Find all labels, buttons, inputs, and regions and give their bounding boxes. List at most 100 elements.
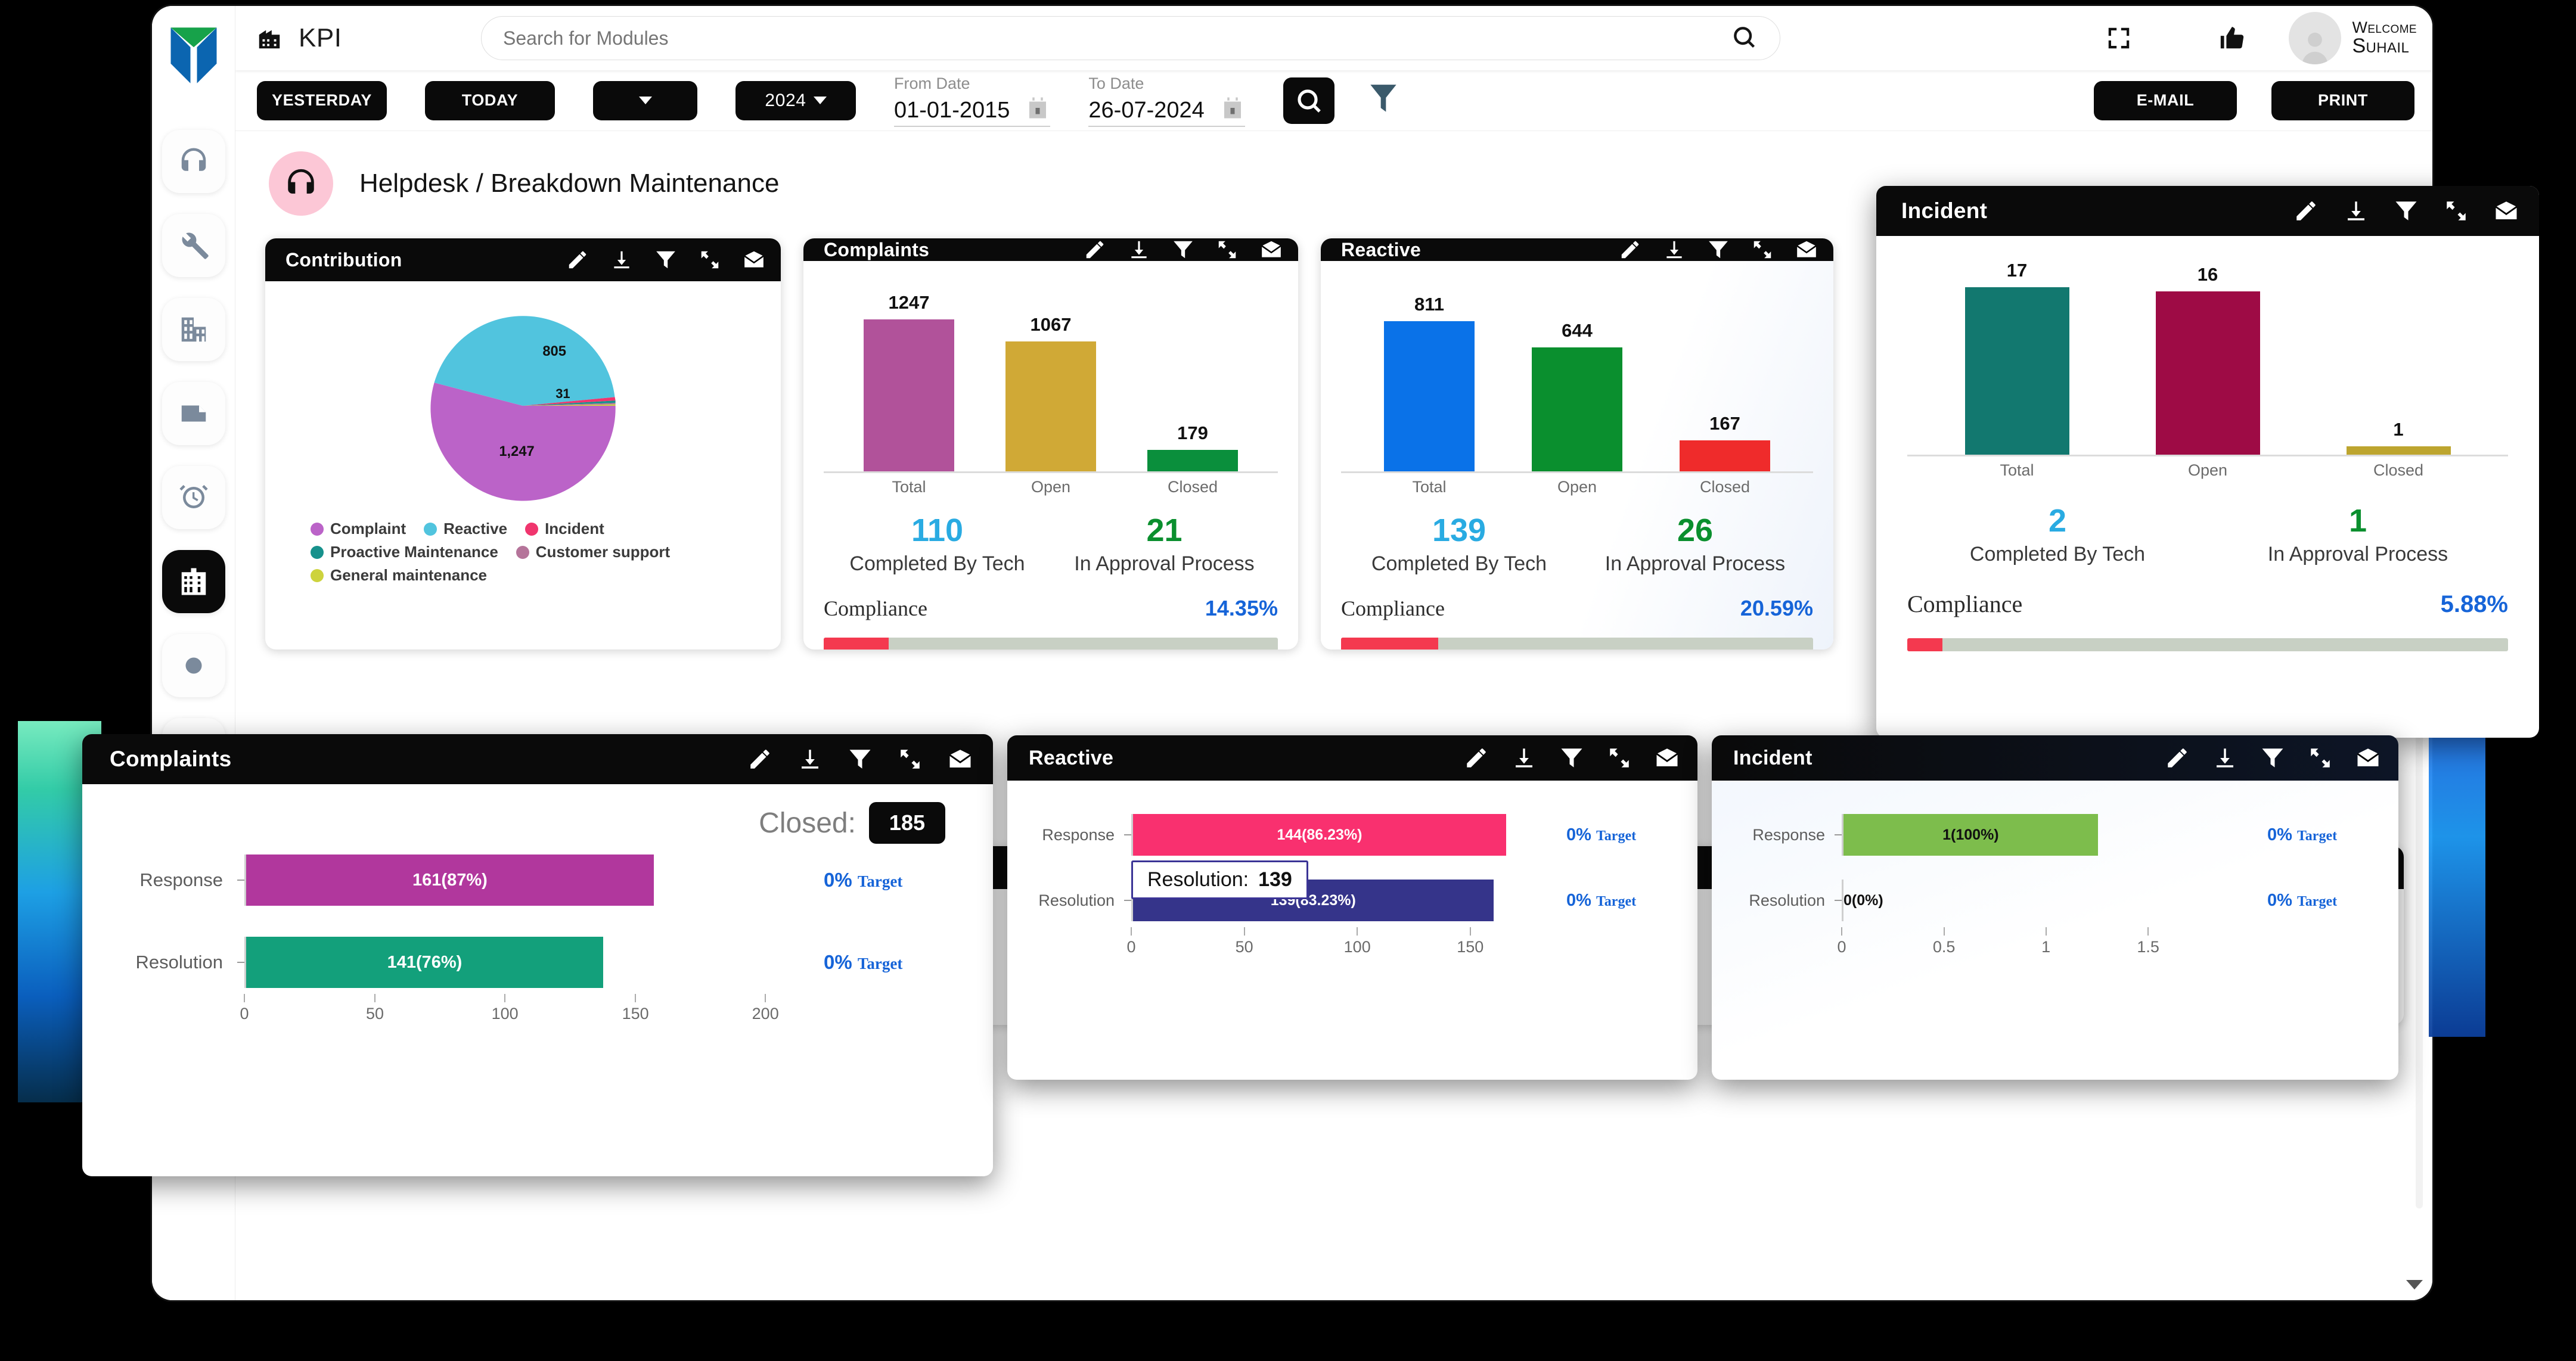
sidebar-item-helpdesk[interactable]: [162, 130, 225, 193]
module-search[interactable]: [481, 16, 1780, 60]
calendar-icon[interactable]: [1220, 95, 1245, 123]
axis-tick: 200: [752, 1005, 779, 1023]
axis-tick: Open: [1031, 478, 1071, 496]
pen-icon[interactable]: [566, 248, 589, 271]
card-title: Complaints: [824, 238, 930, 260]
download-icon[interactable]: [797, 747, 823, 772]
expand-icon[interactable]: [1216, 238, 1239, 261]
download-icon[interactable]: [1663, 238, 1686, 261]
pen-icon[interactable]: [1464, 745, 1489, 770]
tooltip-value: 139: [1258, 868, 1292, 891]
mail-icon[interactable]: [1795, 238, 1818, 261]
sidebar-item-assets[interactable]: [162, 298, 225, 361]
filter-icon[interactable]: [654, 248, 677, 271]
pen-icon[interactable]: [1084, 238, 1106, 261]
download-icon[interactable]: [1512, 745, 1537, 770]
cards-row-top: Contribution: [235, 216, 2432, 650]
axis-tick: 1: [2041, 938, 2051, 956]
mail-icon[interactable]: [2355, 745, 2381, 770]
filter-icon[interactable]: [848, 747, 873, 772]
avatar[interactable]: [2289, 12, 2342, 64]
sidebar-item-maintenance[interactable]: [162, 214, 225, 277]
to-date-value[interactable]: 26-07-2024: [1088, 97, 1205, 123]
closed-label: Closed:: [759, 807, 856, 839]
calendar-icon[interactable]: [1025, 95, 1050, 123]
period-dropdown[interactable]: [593, 80, 697, 120]
today-button[interactable]: TODAY: [425, 80, 555, 120]
tooltip-label: Resolution:: [1147, 868, 1249, 891]
x-axis: 0 0.5 1 1.5: [1837, 927, 2199, 961]
filter-icon[interactable]: [1172, 238, 1194, 261]
complaints-hbar-chart: Response 161(87%) 0% Target Resolution 1: [100, 854, 969, 1027]
mail-icon[interactable]: [2494, 198, 2519, 223]
mail-icon[interactable]: [1655, 745, 1680, 770]
apply-search-button[interactable]: [1283, 77, 1334, 124]
card-title: Complaints: [110, 747, 232, 771]
bar-open: 644: [1526, 276, 1628, 471]
pen-icon[interactable]: [747, 747, 772, 772]
kpi-value: 21: [1146, 512, 1183, 548]
pen-icon[interactable]: [2293, 198, 2319, 223]
expand-icon[interactable]: [1607, 745, 1632, 770]
year-dropdown[interactable]: 2024: [735, 80, 856, 120]
fullscreen-icon[interactable]: [2062, 24, 2175, 52]
axis-tick: Closed: [1699, 478, 1751, 496]
email-button[interactable]: E-MAIL: [2094, 80, 2237, 120]
axis-tick: 100: [491, 1005, 519, 1023]
download-icon[interactable]: [1128, 238, 1150, 261]
bar-open: 16: [2148, 260, 2267, 455]
thumbs-up-icon[interactable]: [2175, 24, 2289, 52]
expand-icon[interactable]: [699, 248, 721, 271]
target-label: 0% Target: [1566, 890, 1637, 910]
search-input[interactable]: [503, 27, 1731, 49]
expand-icon[interactable]: [1751, 238, 1774, 261]
bar-value: 1067: [1030, 314, 1072, 335]
bar-value: 811: [1414, 294, 1444, 315]
to-date-field[interactable]: To Date 26-07-2024: [1088, 74, 1245, 127]
pen-icon[interactable]: [1619, 238, 1641, 261]
welcome-block: Welcome Suhail: [2352, 19, 2417, 57]
from-date-field[interactable]: From Date 01-01-2015: [894, 74, 1051, 127]
search-icon[interactable]: [1731, 24, 1757, 53]
from-date-value[interactable]: 01-01-2015: [894, 97, 1010, 123]
filter-icon[interactable]: [1707, 238, 1730, 261]
category-label: Resolution: [1749, 891, 1825, 909]
expand-icon[interactable]: [898, 747, 923, 772]
legend-item: General maintenance: [311, 566, 487, 585]
bar-value-label: 144(86.23%): [1277, 826, 1363, 843]
kpi-value: 26: [1677, 512, 1714, 548]
section-header: Helpdesk / Breakdown Maintenance: [235, 131, 2432, 216]
legend-label: General maintenance: [330, 566, 487, 584]
mail-icon[interactable]: [743, 248, 765, 271]
mail-icon[interactable]: [948, 747, 973, 772]
target-label: 0% Target: [2267, 890, 2338, 910]
download-icon[interactable]: [2344, 198, 2369, 223]
building-icon: [181, 317, 206, 342]
kpi-label: Completed By Tech: [1969, 543, 2146, 565]
sidebar-item-documents[interactable]: [162, 382, 225, 445]
app-logo: [165, 23, 222, 88]
legend-item: Incident: [525, 520, 604, 538]
filter-icon[interactable]: [2260, 745, 2285, 770]
download-icon[interactable]: [610, 248, 633, 271]
mail-icon[interactable]: [1260, 238, 1283, 261]
bar-rect: 144(86.23%): [1133, 814, 1506, 856]
filter-icon[interactable]: [2394, 198, 2419, 223]
bar-value: 1: [2393, 419, 2404, 440]
sidebar-item-facility[interactable]: [162, 550, 225, 613]
bar-rect: 161(87%): [246, 854, 654, 906]
filter-button[interactable]: [1368, 81, 1399, 120]
yesterday-button[interactable]: YESTERDAY: [257, 80, 387, 120]
filter-icon[interactable]: [1559, 745, 1584, 770]
expand-icon[interactable]: [2308, 745, 2333, 770]
sidebar-item-schedule[interactable]: [162, 466, 225, 529]
bar-rect: [864, 319, 954, 471]
scroll-down-icon[interactable]: [2406, 1280, 2423, 1289]
print-button[interactable]: PRINT: [2271, 80, 2414, 120]
axis-tick: Closed: [1167, 478, 1218, 496]
sidebar-item-more[interactable]: [162, 634, 225, 697]
user-name: Suhail: [2352, 35, 2410, 58]
pen-icon[interactable]: [2165, 745, 2190, 770]
download-icon[interactable]: [2212, 745, 2237, 770]
expand-icon[interactable]: [2444, 198, 2469, 223]
